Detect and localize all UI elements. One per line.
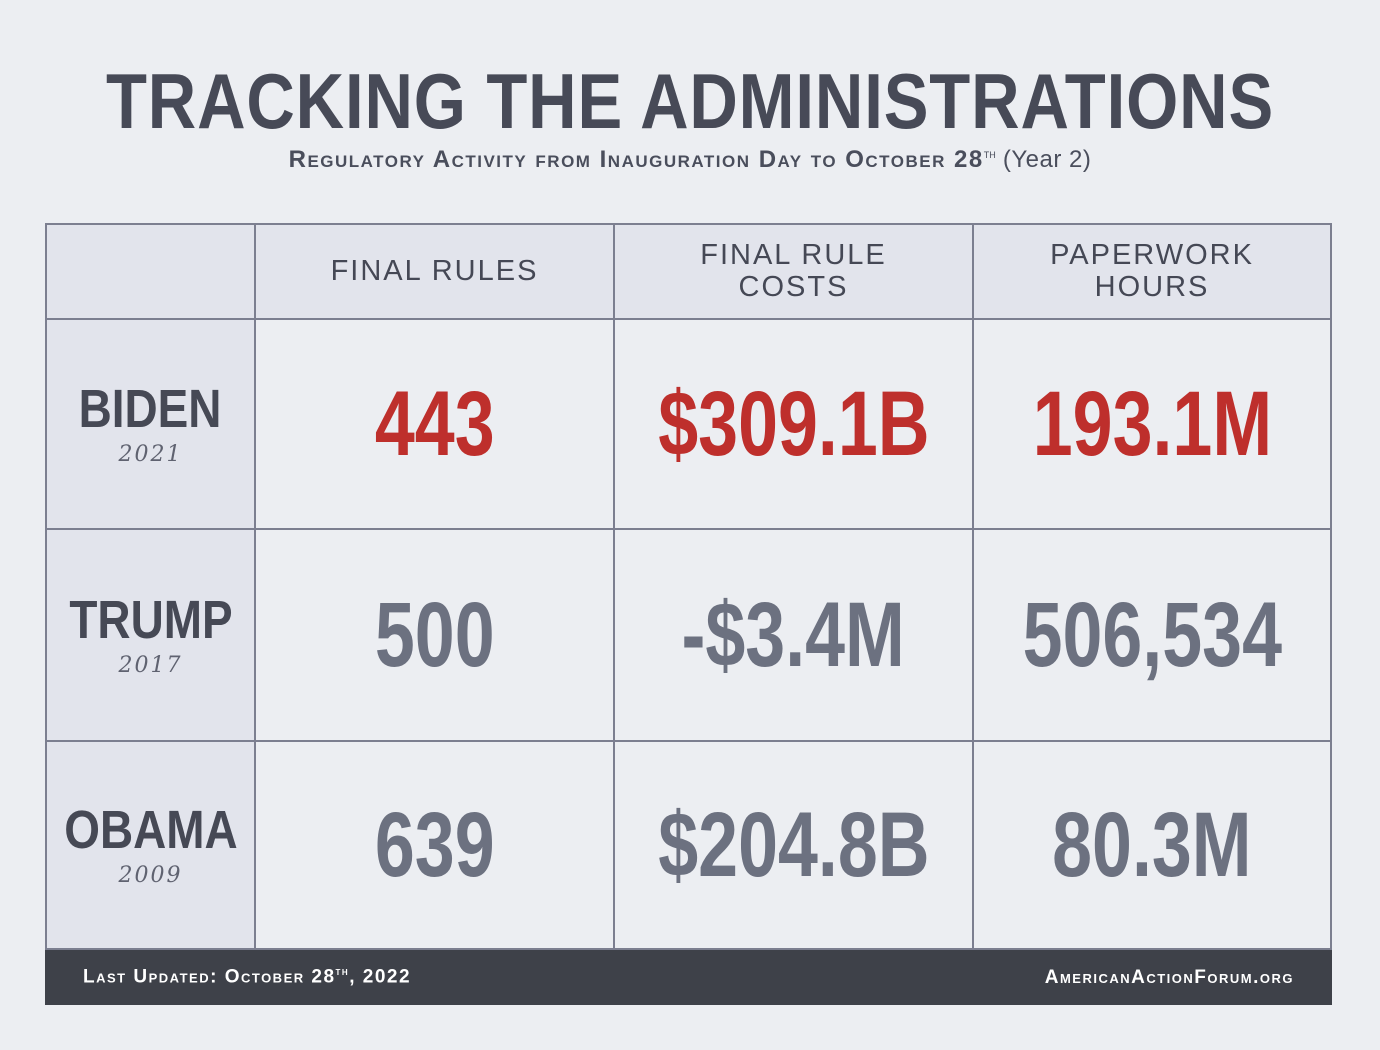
data-value: -$3.4M <box>681 584 906 686</box>
data-value: 500 <box>374 584 495 686</box>
data-cell: $309.1B <box>615 320 974 530</box>
header-corner-cell <box>47 225 256 320</box>
page-title: TRACKING THE ADMINISTRATIONS <box>105 57 1275 145</box>
column-header: PAPERWORK HOURS <box>974 225 1330 320</box>
data-value: 443 <box>374 373 495 475</box>
president-name: OBAMA <box>63 799 238 860</box>
data-cell: 80.3M <box>974 742 1330 948</box>
comparison-table: FINAL RULES FINAL RULE COSTS PAPERWORK HOU… <box>45 223 1332 950</box>
row-header: TRUMP 2017 <box>47 530 256 742</box>
page-subtitle: Regulatory Activity from Inauguration Da… <box>0 146 1380 174</box>
last-updated: Last Updated: October 28th, 2022 <box>83 966 411 988</box>
data-cell: 506,534 <box>974 530 1330 742</box>
subtitle-paren: (Year 2) <box>995 146 1092 173</box>
column-header-label: PAPERWORK HOURS <box>1050 238 1254 303</box>
last-updated-sup: th <box>335 966 350 979</box>
subtitle-sup: th <box>983 146 996 161</box>
data-value: $204.8B <box>657 794 930 896</box>
column-header-label: FINAL RULE COSTS <box>700 238 887 303</box>
row-header: BIDEN 2021 <box>47 320 256 530</box>
last-updated-prefix: Last Updated: October 28 <box>83 966 336 988</box>
data-value: $309.1B <box>657 373 930 475</box>
data-value: 193.1M <box>1032 373 1272 475</box>
data-cell: 193.1M <box>974 320 1330 530</box>
data-cell: 639 <box>256 742 615 948</box>
data-cell: $204.8B <box>615 742 974 948</box>
data-cell: 443 <box>256 320 615 530</box>
data-cell: 500 <box>256 530 615 742</box>
president-year: 2017 <box>118 652 183 678</box>
president-name: BIDEN <box>79 378 222 439</box>
footer-bar: Last Updated: October 28th, 2022 America… <box>45 950 1332 1005</box>
subtitle-main: Regulatory Activity from Inauguration Da… <box>288 146 984 173</box>
column-header-label: FINAL RULES <box>330 254 539 287</box>
president-name: TRUMP <box>68 589 233 650</box>
last-updated-suffix: , 2022 <box>349 966 412 988</box>
column-header: FINAL RULES <box>256 225 615 320</box>
column-header: FINAL RULE COSTS <box>615 225 974 320</box>
president-year: 2009 <box>118 862 183 888</box>
data-cell: -$3.4M <box>615 530 974 742</box>
data-value: 80.3M <box>1052 794 1252 896</box>
site-link[interactable]: AmericanActionForum.org <box>1044 966 1294 988</box>
data-value: 639 <box>374 794 495 896</box>
president-year: 2021 <box>118 441 183 467</box>
row-header: OBAMA 2009 <box>47 742 256 948</box>
data-value: 506,534 <box>1022 584 1282 686</box>
